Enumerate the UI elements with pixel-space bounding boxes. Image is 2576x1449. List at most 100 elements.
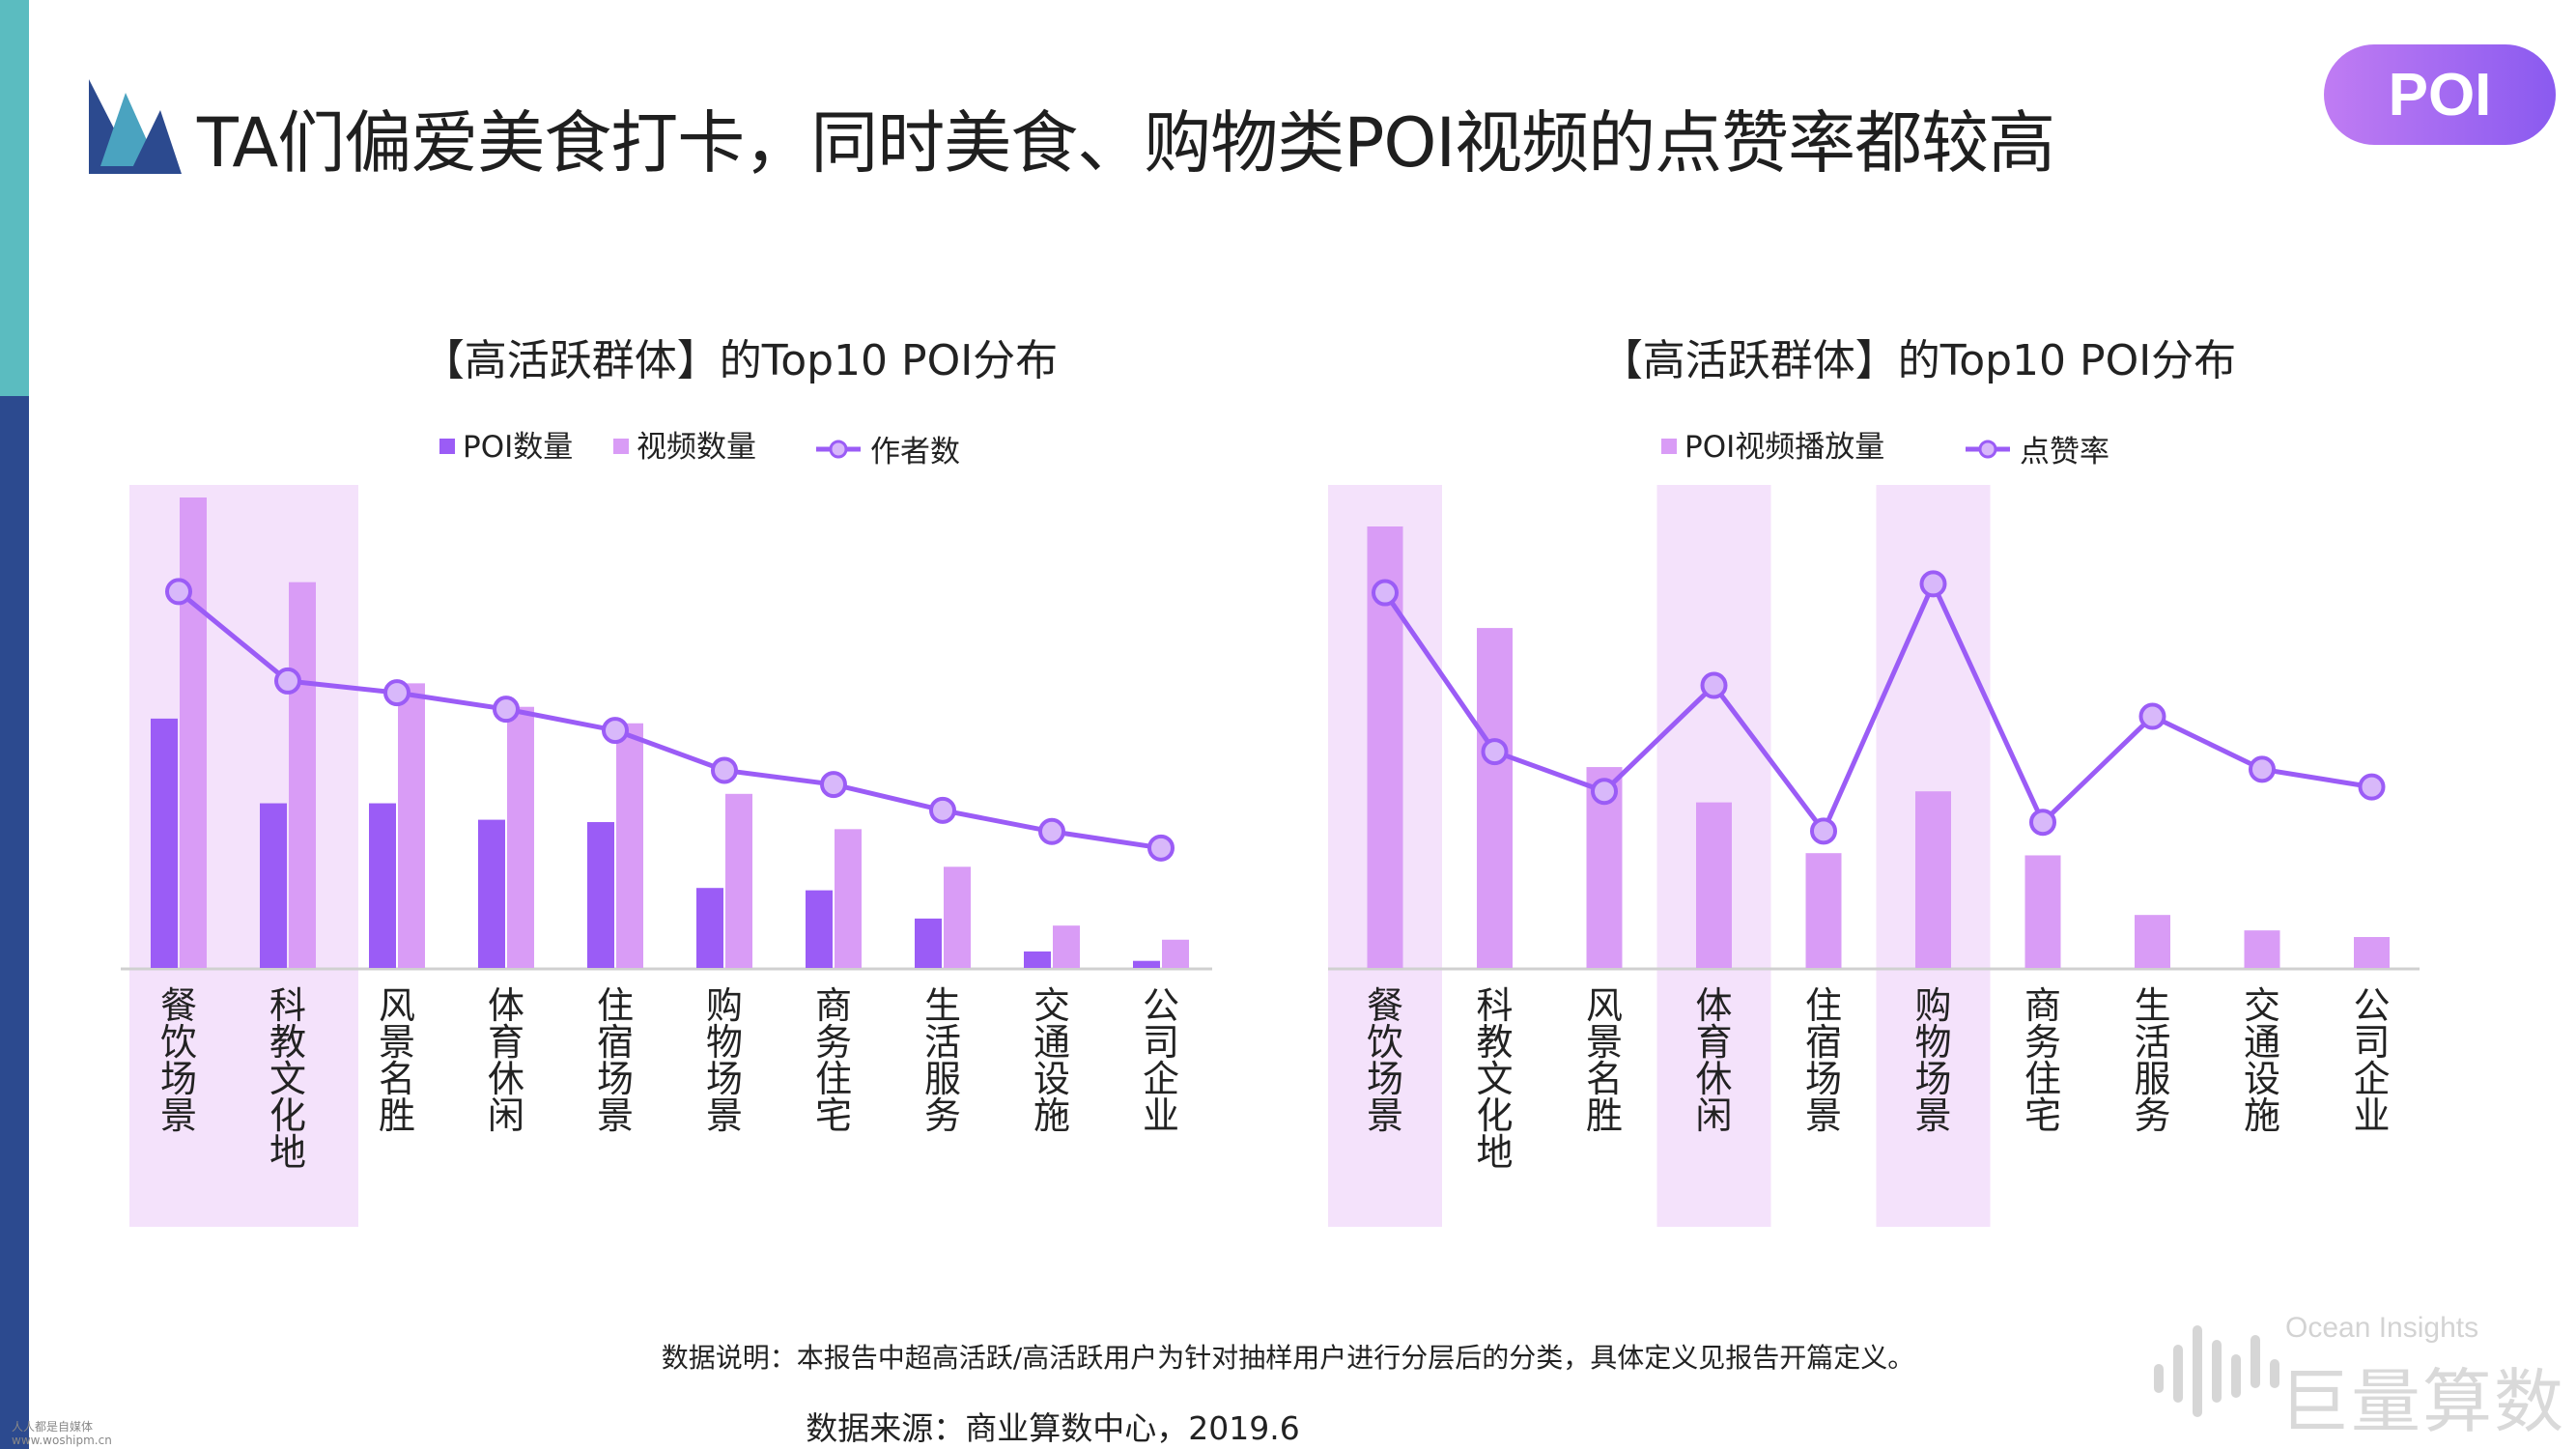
legend-label: 点赞率	[2020, 435, 2109, 469]
legend-label: 作者数	[870, 435, 960, 469]
chart-left-title: 【高活跃群体】的Top10 POI分布	[422, 336, 1058, 385]
category-label-char: 场	[706, 1058, 743, 1100]
bar	[1053, 925, 1080, 968]
bar	[1477, 628, 1513, 968]
bar	[369, 803, 396, 968]
category-label: 体育休闲	[488, 984, 524, 1137]
watermark: 人人都是自媒体 www.woshipm.cn	[12, 1420, 112, 1447]
bar	[806, 890, 833, 968]
side-accent-bar-top	[0, 0, 29, 396]
category-label: 商务住宅	[2024, 984, 2061, 1137]
series-line	[1382, 578, 2372, 837]
category-label: 住宿场景	[597, 984, 634, 1137]
page-title: TA们偏爱美食打卡，同时美食、购物类POI视频的点赞率都较高	[197, 103, 2055, 183]
category-label-char: 住	[597, 984, 634, 1027]
category-label-char: 胜	[379, 1094, 415, 1137]
category-label-char: 名	[1586, 1058, 1623, 1100]
category-label-char: 风	[379, 984, 415, 1027]
brand-english: Ocean Insights	[2285, 1312, 2479, 1344]
category-label-char: 宿	[597, 1021, 634, 1064]
category-label-char: 科	[1476, 984, 1513, 1027]
line-point	[274, 667, 301, 695]
bar	[944, 867, 971, 968]
bar	[289, 582, 316, 968]
line-point	[1372, 579, 1399, 607]
legend-swatch	[439, 439, 455, 454]
line-point	[165, 578, 192, 606]
side-accent-bar-bottom	[0, 396, 29, 1449]
category-label: 餐饮场景	[160, 984, 197, 1137]
chart-right-title: 【高活跃群体】的Top10 POI分布	[1600, 336, 2236, 385]
legend-swatch	[1661, 439, 1677, 454]
line-point	[383, 679, 410, 707]
category-label-char: 景	[1805, 1094, 1842, 1137]
category-label-char: 餐	[160, 984, 197, 1027]
bar	[725, 793, 752, 968]
bar	[1805, 853, 1842, 968]
line-point	[2138, 702, 2166, 730]
category-label-char: 文	[269, 1058, 306, 1100]
line-point	[493, 696, 520, 724]
category-label-char: 科	[269, 984, 306, 1027]
bar	[616, 723, 643, 968]
bar	[1696, 802, 1732, 968]
category-label-char: 住	[1805, 984, 1842, 1027]
category-label-char: 务	[815, 1021, 852, 1064]
category-label-char: 交	[1033, 984, 1070, 1027]
report-logo-icon	[89, 79, 182, 174]
category-label-char: 生	[924, 984, 961, 1027]
line-point	[2358, 773, 2386, 801]
legend-label: POI视频播放量	[1684, 430, 1884, 465]
category-label: 生活服务	[2134, 984, 2170, 1137]
category-label-char: 通	[1033, 1021, 1070, 1064]
line-point	[1038, 817, 1065, 845]
category-label-char: 景	[1586, 1021, 1623, 1064]
category-label: 风景名胜	[379, 984, 415, 1137]
category-label-char: 地	[269, 1131, 306, 1174]
category-label: 公司企业	[1143, 984, 1179, 1137]
category-label-char: 司	[1143, 1021, 1179, 1064]
category-label-char: 公	[1143, 984, 1179, 1027]
category-label-char: 施	[2244, 1094, 2280, 1137]
category-label-char: 体	[1695, 984, 1732, 1027]
category-label-char: 风	[1586, 984, 1623, 1027]
category-label-char: 教	[269, 1021, 306, 1064]
line-point	[1919, 570, 1947, 598]
line-point	[1591, 778, 1618, 806]
category-label-char: 场	[160, 1058, 197, 1100]
brand-chinese: 巨量算数	[2279, 1361, 2566, 1442]
category-label-char: 体	[488, 984, 524, 1027]
category-label-char: 场	[1367, 1058, 1403, 1100]
category-label-char: 闲	[1695, 1094, 1732, 1137]
category-label-char: 公	[2353, 984, 2390, 1027]
category-label-char: 宅	[815, 1094, 852, 1137]
category-label-char: 地	[1476, 1131, 1513, 1174]
category-label-char: 商	[815, 984, 852, 1027]
category-label: 科教文化地	[1476, 984, 1513, 1174]
category-label-char: 住	[2024, 1058, 2061, 1100]
category-label-char: 育	[1695, 1021, 1732, 1064]
legend: POI视频播放量 点赞率	[1661, 430, 2109, 469]
category-label-char: 场	[1914, 1058, 1951, 1100]
bar	[398, 683, 425, 968]
category-label-char: 企	[1143, 1058, 1179, 1100]
category-label: 商务住宅	[815, 984, 852, 1137]
legend-swatch	[613, 439, 629, 454]
category-label-char: 购	[1914, 984, 1951, 1027]
category-label-char: 服	[2134, 1058, 2170, 1100]
bar-series	[1367, 526, 2390, 968]
category-label-char: 景	[706, 1094, 743, 1137]
bar	[478, 819, 505, 968]
category-label: 生活服务	[924, 984, 961, 1137]
category-label-char: 商	[2024, 984, 2061, 1027]
category-label-char: 通	[2244, 1021, 2280, 1064]
category-label: 公司企业	[2353, 984, 2390, 1137]
category-labels: 餐饮场景科教文化地风景名胜体育休闲住宿场景购物场景商务住宅生活服务交通设施公司企…	[160, 984, 1179, 1174]
category-label: 交通设施	[1033, 984, 1070, 1137]
legend-marker	[829, 440, 848, 459]
category-label-char: 活	[924, 1021, 961, 1064]
highlight-bands	[1328, 485, 1991, 1227]
category-label-char: 餐	[1367, 984, 1403, 1027]
category-label-char: 饮	[1367, 1021, 1403, 1064]
legend-marker	[1978, 440, 1997, 459]
